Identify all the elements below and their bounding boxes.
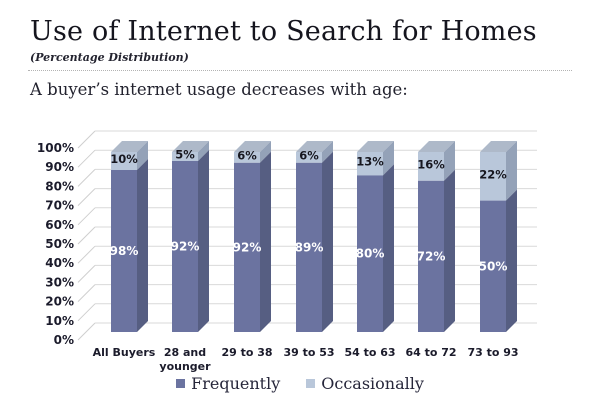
bar-top-face — [418, 141, 455, 152]
axis-depth-tick — [77, 284, 96, 302]
x-axis-category-label: All Buyers — [93, 346, 156, 359]
x-axis-category-label: 73 to 93 — [467, 346, 518, 359]
chart-legend: Frequently Occasionally — [0, 374, 600, 393]
bar-segment-frequently — [111, 170, 137, 332]
bar-label-occasionally: 6% — [299, 148, 319, 162]
bar-label-occasionally: 22% — [479, 167, 507, 181]
axis-depth-tick — [77, 188, 96, 206]
axis-depth-tick — [77, 265, 96, 283]
y-axis-tick-label: 60% — [45, 218, 74, 232]
x-axis-category-label: 28 and younger — [159, 346, 211, 373]
y-axis-tick-label: 80% — [45, 179, 74, 193]
bar-label-occasionally: 5% — [175, 148, 195, 162]
bar-segment-frequently — [357, 175, 383, 332]
bar-segment-occasionally — [480, 152, 506, 201]
bar-label-frequently: 80% — [356, 247, 385, 261]
bar-label-frequently: 89% — [295, 240, 324, 254]
legend-item-frequently: Frequently — [176, 374, 280, 393]
bar-label-frequently: 72% — [417, 249, 446, 263]
bar-top-face — [296, 141, 333, 152]
bar-side-frequently — [137, 159, 148, 332]
bar-side-occasionally — [383, 141, 394, 176]
dotted-divider — [28, 70, 572, 71]
y-axis-tick-label: 50% — [45, 237, 74, 251]
bar-segment-occasionally — [296, 152, 322, 163]
bar-segment-frequently — [234, 162, 260, 332]
bar-segment-occasionally — [234, 152, 260, 163]
bar-side-occasionally — [506, 141, 517, 201]
bar-side-occasionally — [322, 141, 333, 163]
bar-side-frequently — [506, 189, 517, 332]
bar-label-occasionally: 13% — [356, 155, 384, 169]
y-axis-tick-label: 10% — [45, 314, 74, 328]
y-axis-tick-label: 0% — [54, 333, 74, 347]
legend-label-frequently: Frequently — [191, 374, 281, 393]
bar-label-occasionally: 6% — [237, 148, 257, 162]
bar-side-occasionally — [137, 141, 148, 170]
bar-segment-frequently — [418, 180, 444, 332]
bar-label-frequently: 98% — [110, 244, 139, 258]
x-axis-category-label: 39 to 53 — [283, 346, 334, 359]
bar-side-frequently — [444, 169, 455, 332]
x-axis-category-label: 29 to 38 — [221, 346, 272, 359]
x-axis-category-label: 64 to 72 — [405, 346, 456, 359]
axis-depth-tick — [77, 207, 96, 226]
bar-label-occasionally: 16% — [417, 157, 445, 171]
bar-segment-occasionally — [357, 152, 383, 176]
axis-depth-tick — [77, 245, 96, 264]
page-title: Use of Internet to Search for Homes — [30, 16, 537, 47]
bar-segment-occasionally — [172, 152, 198, 161]
bar-top-face — [172, 141, 209, 152]
axis-depth-tick — [77, 322, 96, 341]
axis-depth-tick — [77, 303, 96, 322]
y-axis-tick-label: 90% — [45, 160, 74, 174]
axis-depth-tick — [77, 149, 96, 168]
chart-caption: A buyer’s internet usage decreases with … — [30, 80, 408, 99]
bar-side-occasionally — [260, 141, 271, 163]
y-axis-tick-label: 40% — [45, 256, 74, 270]
axis-depth-tick — [77, 130, 96, 149]
bar-side-frequently — [383, 164, 394, 332]
axis-depth-tick — [77, 226, 96, 245]
y-axis-tick-label: 100% — [37, 141, 74, 155]
y-axis-tick-label: 20% — [45, 295, 74, 309]
bar-top-face — [234, 141, 271, 152]
bar-label-frequently: 92% — [233, 240, 262, 254]
bar-top-face — [357, 141, 394, 152]
bar-segment-occasionally — [111, 152, 137, 170]
axis-depth-tick — [77, 169, 96, 187]
bar-label-frequently: 92% — [171, 240, 200, 254]
y-axis-tick-label: 30% — [45, 275, 74, 289]
bar-segment-frequently — [296, 162, 322, 332]
bar-label-occasionally: 10% — [110, 152, 138, 166]
bar-top-face — [480, 141, 517, 152]
bar-segment-frequently — [480, 200, 506, 332]
x-axis-category-label: 54 to 63 — [344, 346, 395, 359]
bar-segment-frequently — [172, 161, 198, 332]
legend-item-occasionally: Occasionally — [306, 374, 424, 393]
legend-swatch-frequently — [176, 379, 186, 388]
bar-side-frequently — [260, 151, 271, 332]
bar-label-frequently: 50% — [479, 259, 508, 273]
bar-side-occasionally — [444, 141, 455, 181]
bar-side-frequently — [322, 151, 333, 332]
legend-swatch-occasionally — [306, 379, 316, 388]
y-axis-tick-label: 70% — [45, 199, 74, 213]
bar-side-frequently — [198, 150, 209, 332]
bar-segment-occasionally — [418, 152, 444, 181]
page-subtitle: (Percentage Distribution) — [30, 51, 189, 64]
bar-top-face — [111, 141, 148, 152]
bar-side-occasionally — [198, 141, 209, 161]
legend-label-occasionally: Occasionally — [321, 374, 424, 393]
